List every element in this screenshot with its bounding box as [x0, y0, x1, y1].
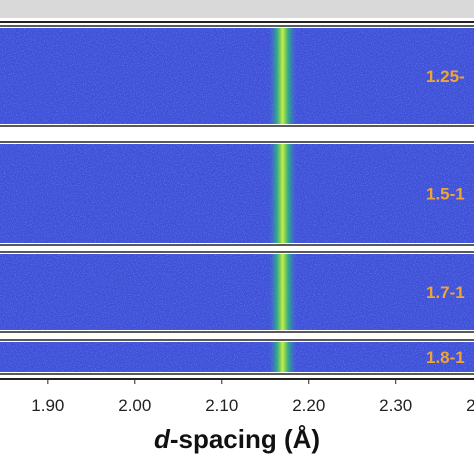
x-tick-label: 2.40 [466, 396, 474, 415]
x-tick-label: 2.00 [118, 396, 151, 415]
panel-noise [0, 254, 474, 330]
panel-label: 1.5-1 [426, 185, 465, 204]
x-tick-label: 2.20 [292, 396, 325, 415]
x-tick-label: 2.30 [379, 396, 412, 415]
panel-noise [0, 342, 474, 372]
header-bar [0, 0, 474, 18]
panel-label: 1.8-1 [426, 348, 465, 367]
peak-line [268, 342, 297, 372]
panel-label: 1.25- [426, 67, 465, 86]
x-tick-label: 1.90 [31, 396, 64, 415]
x-axis-label: d-spacing (Å) [154, 424, 320, 454]
peak-line [268, 28, 297, 124]
panels: 1.25- 1.5-1 1.7-1 1.8-1 [0, 25, 474, 375]
x-axis-text: -spacing (Å) [170, 424, 320, 454]
panel-noise [0, 28, 474, 124]
x-tick-label: 2.10 [205, 396, 238, 415]
peak-line [268, 254, 297, 330]
panel-label: 1.7-1 [426, 283, 465, 302]
peak-line [268, 144, 297, 243]
x-axis-symbol: d [154, 424, 171, 454]
panel-noise [0, 144, 474, 243]
